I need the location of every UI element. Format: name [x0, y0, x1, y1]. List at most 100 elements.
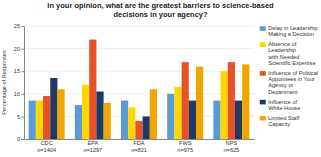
x-axis: CDCn=1404 EPAn=1297 FDAn=821 FWSn=975 NPSn=6…	[25, 140, 255, 153]
x-tick-label-line: EPA	[87, 140, 98, 146]
y-tick-mark	[22, 116, 25, 117]
bar	[135, 121, 142, 139]
legend-label-line: Department	[268, 89, 298, 95]
legend-item: Absence ofLeadershipwith NeededScientifi…	[260, 41, 316, 66]
bar	[104, 103, 111, 139]
x-tick-label: EPAn=1297	[83, 140, 102, 152]
x-tick-label-line: CDC	[41, 140, 53, 146]
legend-swatch	[260, 71, 266, 76]
y-tick: 0	[17, 136, 24, 142]
bar	[50, 78, 57, 139]
legend-label-line: Appointees in Your	[268, 76, 315, 82]
x-tick-label-line: NPS	[226, 140, 238, 146]
legend-label-line: Leadership	[268, 47, 296, 53]
legend-swatch	[260, 42, 266, 47]
x-tick-label-line: FWS	[179, 140, 192, 146]
y-tick-mark	[22, 71, 25, 72]
grid	[24, 26, 254, 139]
title: In your opinion, what are the greatest b…	[47, 1, 274, 19]
bar-series	[43, 40, 235, 139]
x-tick-label: NPSn=625	[224, 140, 240, 152]
bar	[128, 107, 135, 139]
legend-label-line: with Needed	[267, 54, 299, 60]
bar	[36, 101, 43, 139]
legend-item: Influence ofWhite House	[260, 99, 301, 111]
x-tick-label: CDCn=1404	[37, 140, 56, 152]
legend-label-line: White House	[268, 105, 300, 111]
bar	[221, 71, 228, 139]
legend-label-line: Limited Staff	[268, 115, 299, 121]
y-axis: 0 5 10 15 20 25	[14, 23, 25, 142]
title-line: decisions in your agency?	[113, 10, 208, 19]
grid-line	[24, 26, 254, 27]
chart-container: In your opinion, what are the greatest b…	[0, 0, 321, 157]
bar	[189, 101, 196, 139]
x-tick: EPAn=1297	[83, 140, 102, 152]
bar	[167, 94, 174, 139]
title-line: In your opinion, what are the greatest b…	[47, 1, 274, 10]
y-tick-mark	[22, 26, 25, 27]
x-tick: FWSn=975	[177, 140, 193, 152]
legend-label-line: Capacity	[268, 121, 290, 127]
legend-swatch	[260, 116, 266, 121]
legend-label: Influence of PoliticalAppointees in Your…	[268, 70, 318, 95]
bar	[143, 116, 150, 139]
legend-label-line: Agency or	[268, 82, 293, 88]
legend-swatch	[260, 26, 266, 31]
bar	[150, 89, 157, 139]
x-tick-label: FWSn=975	[177, 140, 193, 152]
plot-area: 0510152025CDCn=1404EPAn=1297FDAn=821FWSn…	[14, 23, 255, 153]
bar	[89, 40, 96, 139]
legend-label-line: Scientific Expertise	[268, 60, 315, 66]
legend-label-line: Delay in Leadership	[268, 25, 317, 31]
bar	[57, 89, 64, 139]
bar	[196, 67, 203, 139]
x-tick-label-line: n=821	[131, 147, 147, 153]
legend-swatch	[260, 100, 266, 105]
x-tick: FDAn=821	[131, 140, 147, 152]
bar	[121, 101, 128, 139]
bars	[29, 40, 250, 139]
bar	[174, 87, 181, 139]
legend-label-line: Absence of	[268, 41, 296, 47]
legend-label-line: Influence of	[268, 99, 297, 105]
legend: Delay in LeadershipMaking a Decision Abse…	[260, 25, 318, 127]
bar	[182, 62, 189, 139]
bar	[96, 92, 103, 139]
grid-line	[24, 48, 254, 49]
legend-label: Delay in LeadershipMaking a Decision	[268, 25, 317, 37]
y-tick-mark	[22, 139, 25, 140]
legend-item: Influence of PoliticalAppointees in Your…	[260, 70, 318, 95]
legend-label: Limited StaffCapacity	[268, 115, 299, 127]
x-tick-label: FDAn=821	[131, 140, 147, 152]
y-tick: 20	[14, 46, 24, 52]
y-tick-mark	[22, 49, 25, 50]
y-tick-label: 10	[14, 91, 20, 97]
x-tick-label-line: FDA	[133, 140, 144, 146]
legend-label-line: Making a Decision	[268, 31, 314, 37]
y-tick: 25	[14, 23, 24, 29]
bar	[228, 62, 235, 139]
chart-svg: In your opinion, what are the greatest b…	[0, 0, 321, 157]
legend-item: Limited StaffCapacity	[260, 115, 300, 127]
bar	[242, 64, 249, 139]
y-tick: 5	[17, 114, 24, 120]
bar-series	[57, 64, 249, 139]
y-axis-line	[22, 27, 25, 140]
bar	[235, 101, 242, 139]
bar	[43, 96, 50, 139]
y-tick: 15	[14, 68, 24, 74]
y-tick-label: 20	[14, 46, 20, 52]
legend-item: Delay in LeadershipMaking a Decision	[260, 25, 318, 37]
x-tick-label-line: n=1297	[83, 147, 102, 153]
bar-series	[50, 78, 242, 139]
legend-label-line: Influence of Political	[268, 70, 318, 76]
bar	[29, 101, 36, 139]
y-tick-label: 25	[14, 23, 20, 29]
x-tick-label-line: n=625	[224, 147, 240, 153]
x-tick: NPSn=625	[224, 140, 240, 152]
y-tick: 10	[14, 91, 24, 97]
y-tick-label: 15	[14, 68, 20, 74]
bar	[82, 85, 89, 139]
y-tick-mark	[22, 94, 25, 95]
